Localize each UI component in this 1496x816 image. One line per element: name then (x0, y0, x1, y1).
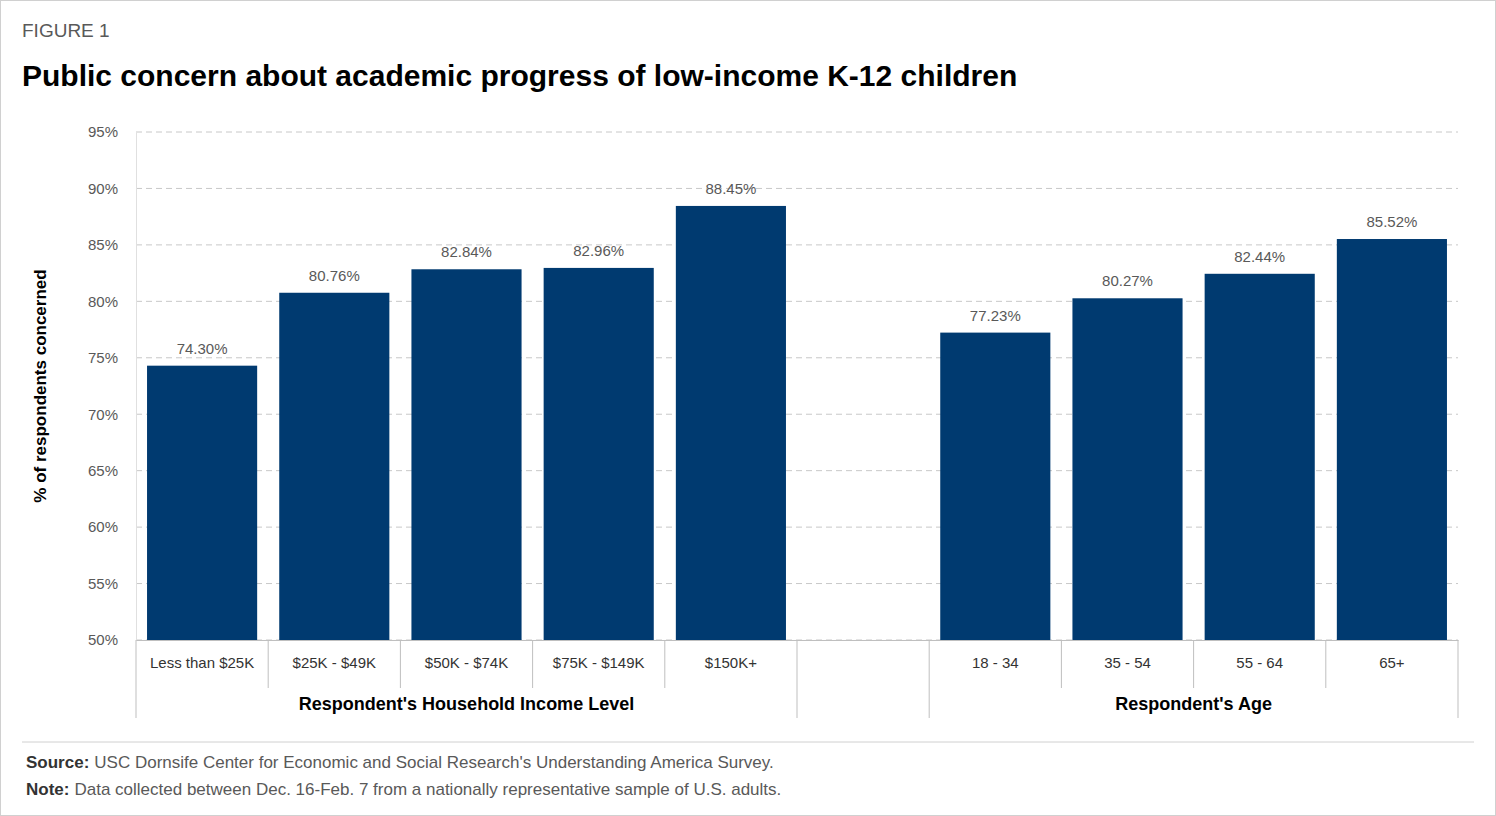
x-tick: 65+ (1379, 654, 1405, 671)
y-tick: 65% (88, 462, 136, 479)
bar (1072, 298, 1182, 640)
group-label: Respondent's Household Income Level (299, 694, 634, 714)
y-tick-label: 90% (88, 180, 118, 197)
grid-line (136, 244, 1458, 245)
data-label: 82.96% (573, 242, 624, 259)
x-tick-label: 35 - 54 (1104, 654, 1151, 671)
note-text: Data collected between Dec. 16-Feb. 7 fr… (74, 780, 781, 799)
bar (147, 366, 257, 640)
frame (1, 1, 1496, 816)
bar (1337, 239, 1447, 640)
category-separator (1061, 640, 1062, 688)
y-tick: 80% (88, 293, 136, 310)
data-label: 74.30% (177, 340, 228, 357)
grid-line (136, 188, 1458, 189)
y-tick-label: 85% (88, 236, 118, 253)
category-separators (136, 640, 1458, 718)
data-labels: 74.30% 80.76% 82.84% 82.96% 88.45% 77.23% 80.2… (177, 180, 1418, 357)
bar (1205, 274, 1315, 640)
note: Source: USC Dornsife Center for Economic … (26, 753, 774, 772)
y-tick-label: 60% (88, 518, 118, 535)
bar (940, 333, 1050, 640)
x-tick-label: $25K - $49K (293, 654, 376, 671)
bar (676, 206, 786, 640)
x-tick: $75K - $149K (553, 654, 645, 671)
x-tick-label: 18 - 34 (972, 654, 1019, 671)
x-tick: 55 - 64 (1236, 654, 1283, 671)
y-tick: 70% (88, 406, 136, 423)
bar (279, 293, 389, 640)
x-tick-label: 65+ (1379, 654, 1405, 671)
y-tick: 75% (88, 349, 136, 366)
x-tick-label: $75K - $149K (553, 654, 645, 671)
y-axis-line (136, 133, 137, 641)
x-tick: Less than $25K (150, 654, 254, 671)
group-separator (797, 640, 798, 718)
x-tick-label: $150K+ (705, 654, 757, 671)
x-tick: $50K - $74K (425, 654, 508, 671)
y-tick-label: 55% (88, 575, 118, 592)
data-label: 80.76% (309, 267, 360, 284)
x-tick-label: $50K - $74K (425, 654, 508, 671)
x-tick: $25K - $49K (293, 654, 376, 671)
note-label: Source: (26, 753, 89, 772)
grid-line (136, 132, 1458, 133)
y-tick-label: 65% (88, 462, 118, 479)
group-separator (136, 640, 137, 718)
category-separator (532, 640, 533, 688)
y-tick: 55% (88, 575, 136, 592)
data-label: 82.84% (441, 243, 492, 260)
category-separator (400, 640, 401, 688)
y-axis-title: % of respondents concerned (31, 269, 50, 502)
y-tick: 95% (88, 123, 136, 140)
category-separator (1193, 640, 1194, 688)
bar (544, 268, 654, 640)
data-label: 77.23% (970, 307, 1021, 324)
y-tick: 50% (88, 631, 136, 648)
note-text: USC Dornsife Center for Economic and Soc… (94, 753, 773, 772)
data-label: 88.45% (705, 180, 756, 197)
data-label: 85.52% (1366, 213, 1417, 230)
x-tick-label: 55 - 64 (1236, 654, 1283, 671)
x-tick: 18 - 34 (972, 654, 1019, 671)
category-separator (1325, 640, 1326, 688)
y-tick-label: 95% (88, 123, 118, 140)
group-separator (929, 640, 930, 718)
data-label: 80.27% (1102, 272, 1153, 289)
category-separator (664, 640, 665, 688)
x-tick: $150K+ (705, 654, 757, 671)
note-label: Note: (26, 780, 69, 799)
figure-label: FIGURE 1 (22, 20, 110, 41)
y-tick-label: 70% (88, 406, 118, 423)
x-tick-label: Less than $25K (150, 654, 254, 671)
data-label: 82.44% (1234, 248, 1285, 265)
x-tick: 35 - 54 (1104, 654, 1151, 671)
y-tick-label: 80% (88, 293, 118, 310)
bar (411, 269, 521, 640)
category-separator (268, 640, 269, 688)
y-tick: 85% (88, 236, 136, 253)
y-tick-label: 75% (88, 349, 118, 366)
bars (147, 206, 1447, 640)
group-label: Respondent's Age (1115, 694, 1272, 714)
notes-rule (22, 742, 1474, 743)
grid (136, 132, 1458, 640)
title: Public concern about academic progress o… (22, 59, 1017, 92)
y-tick-label: 50% (88, 631, 118, 648)
group-separator (1458, 640, 1459, 718)
note: Note: Data collected between Dec. 16-Feb.… (26, 780, 781, 799)
y-axis: 50% 55% 60% 65% 70% 75% 80% 85% 90% 95% (88, 123, 137, 648)
y-tick: 60% (88, 518, 136, 535)
chart: FIGURE 1 Public concern about academic pr… (0, 0, 1496, 816)
y-tick: 90% (88, 180, 136, 197)
